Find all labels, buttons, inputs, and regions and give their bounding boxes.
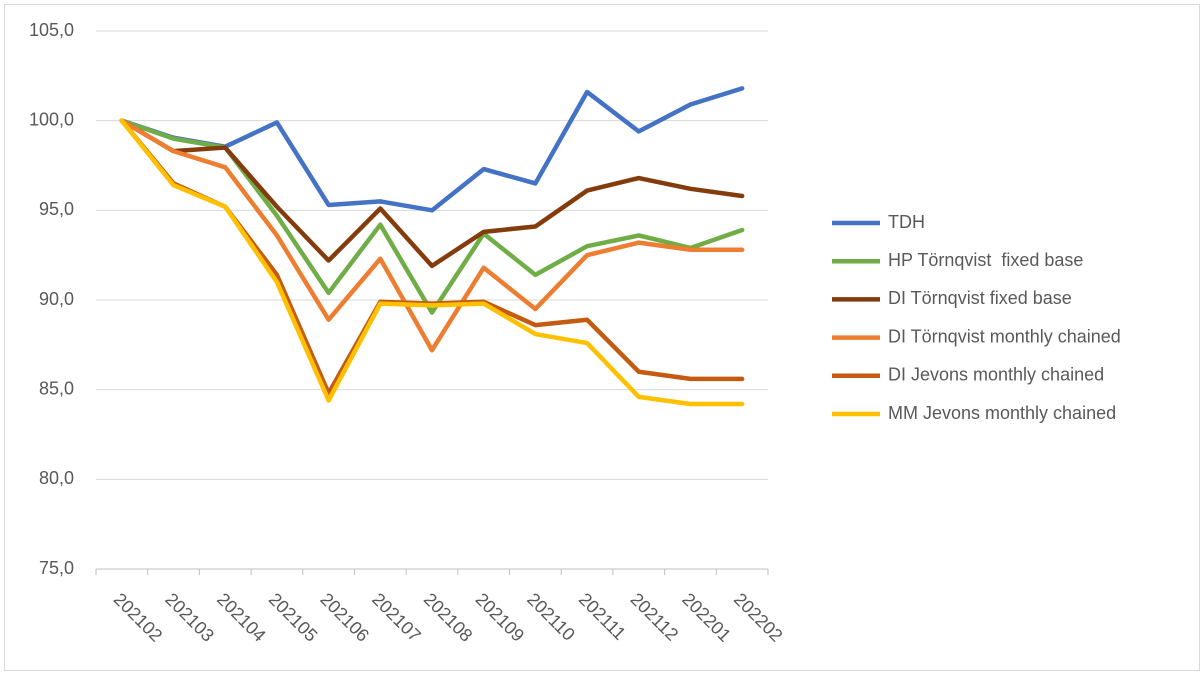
series-line xyxy=(119,118,745,407)
y-tick-label: 95,0 xyxy=(39,199,74,219)
legend-label: TDH xyxy=(888,212,925,232)
series-line xyxy=(119,118,745,353)
legend-label: DI Törnqvist fixed base xyxy=(888,288,1072,308)
y-tick-label: 90,0 xyxy=(39,289,74,309)
legend-label: HP Törnqvist fixed base xyxy=(888,250,1083,270)
legend-label: MM Jevons monthly chained xyxy=(888,403,1116,423)
series-line xyxy=(119,118,745,269)
y-tick-label: 75,0 xyxy=(39,558,74,578)
legend-label: DI Jevons monthly chained xyxy=(888,365,1104,385)
legend-label: DI Törnqvist monthly chained xyxy=(888,326,1121,346)
y-tick-label: 80,0 xyxy=(39,468,74,488)
y-tick-label: 105,0 xyxy=(29,20,74,40)
y-tick-label: 100,0 xyxy=(29,109,74,129)
y-tick-label: 85,0 xyxy=(39,378,74,398)
